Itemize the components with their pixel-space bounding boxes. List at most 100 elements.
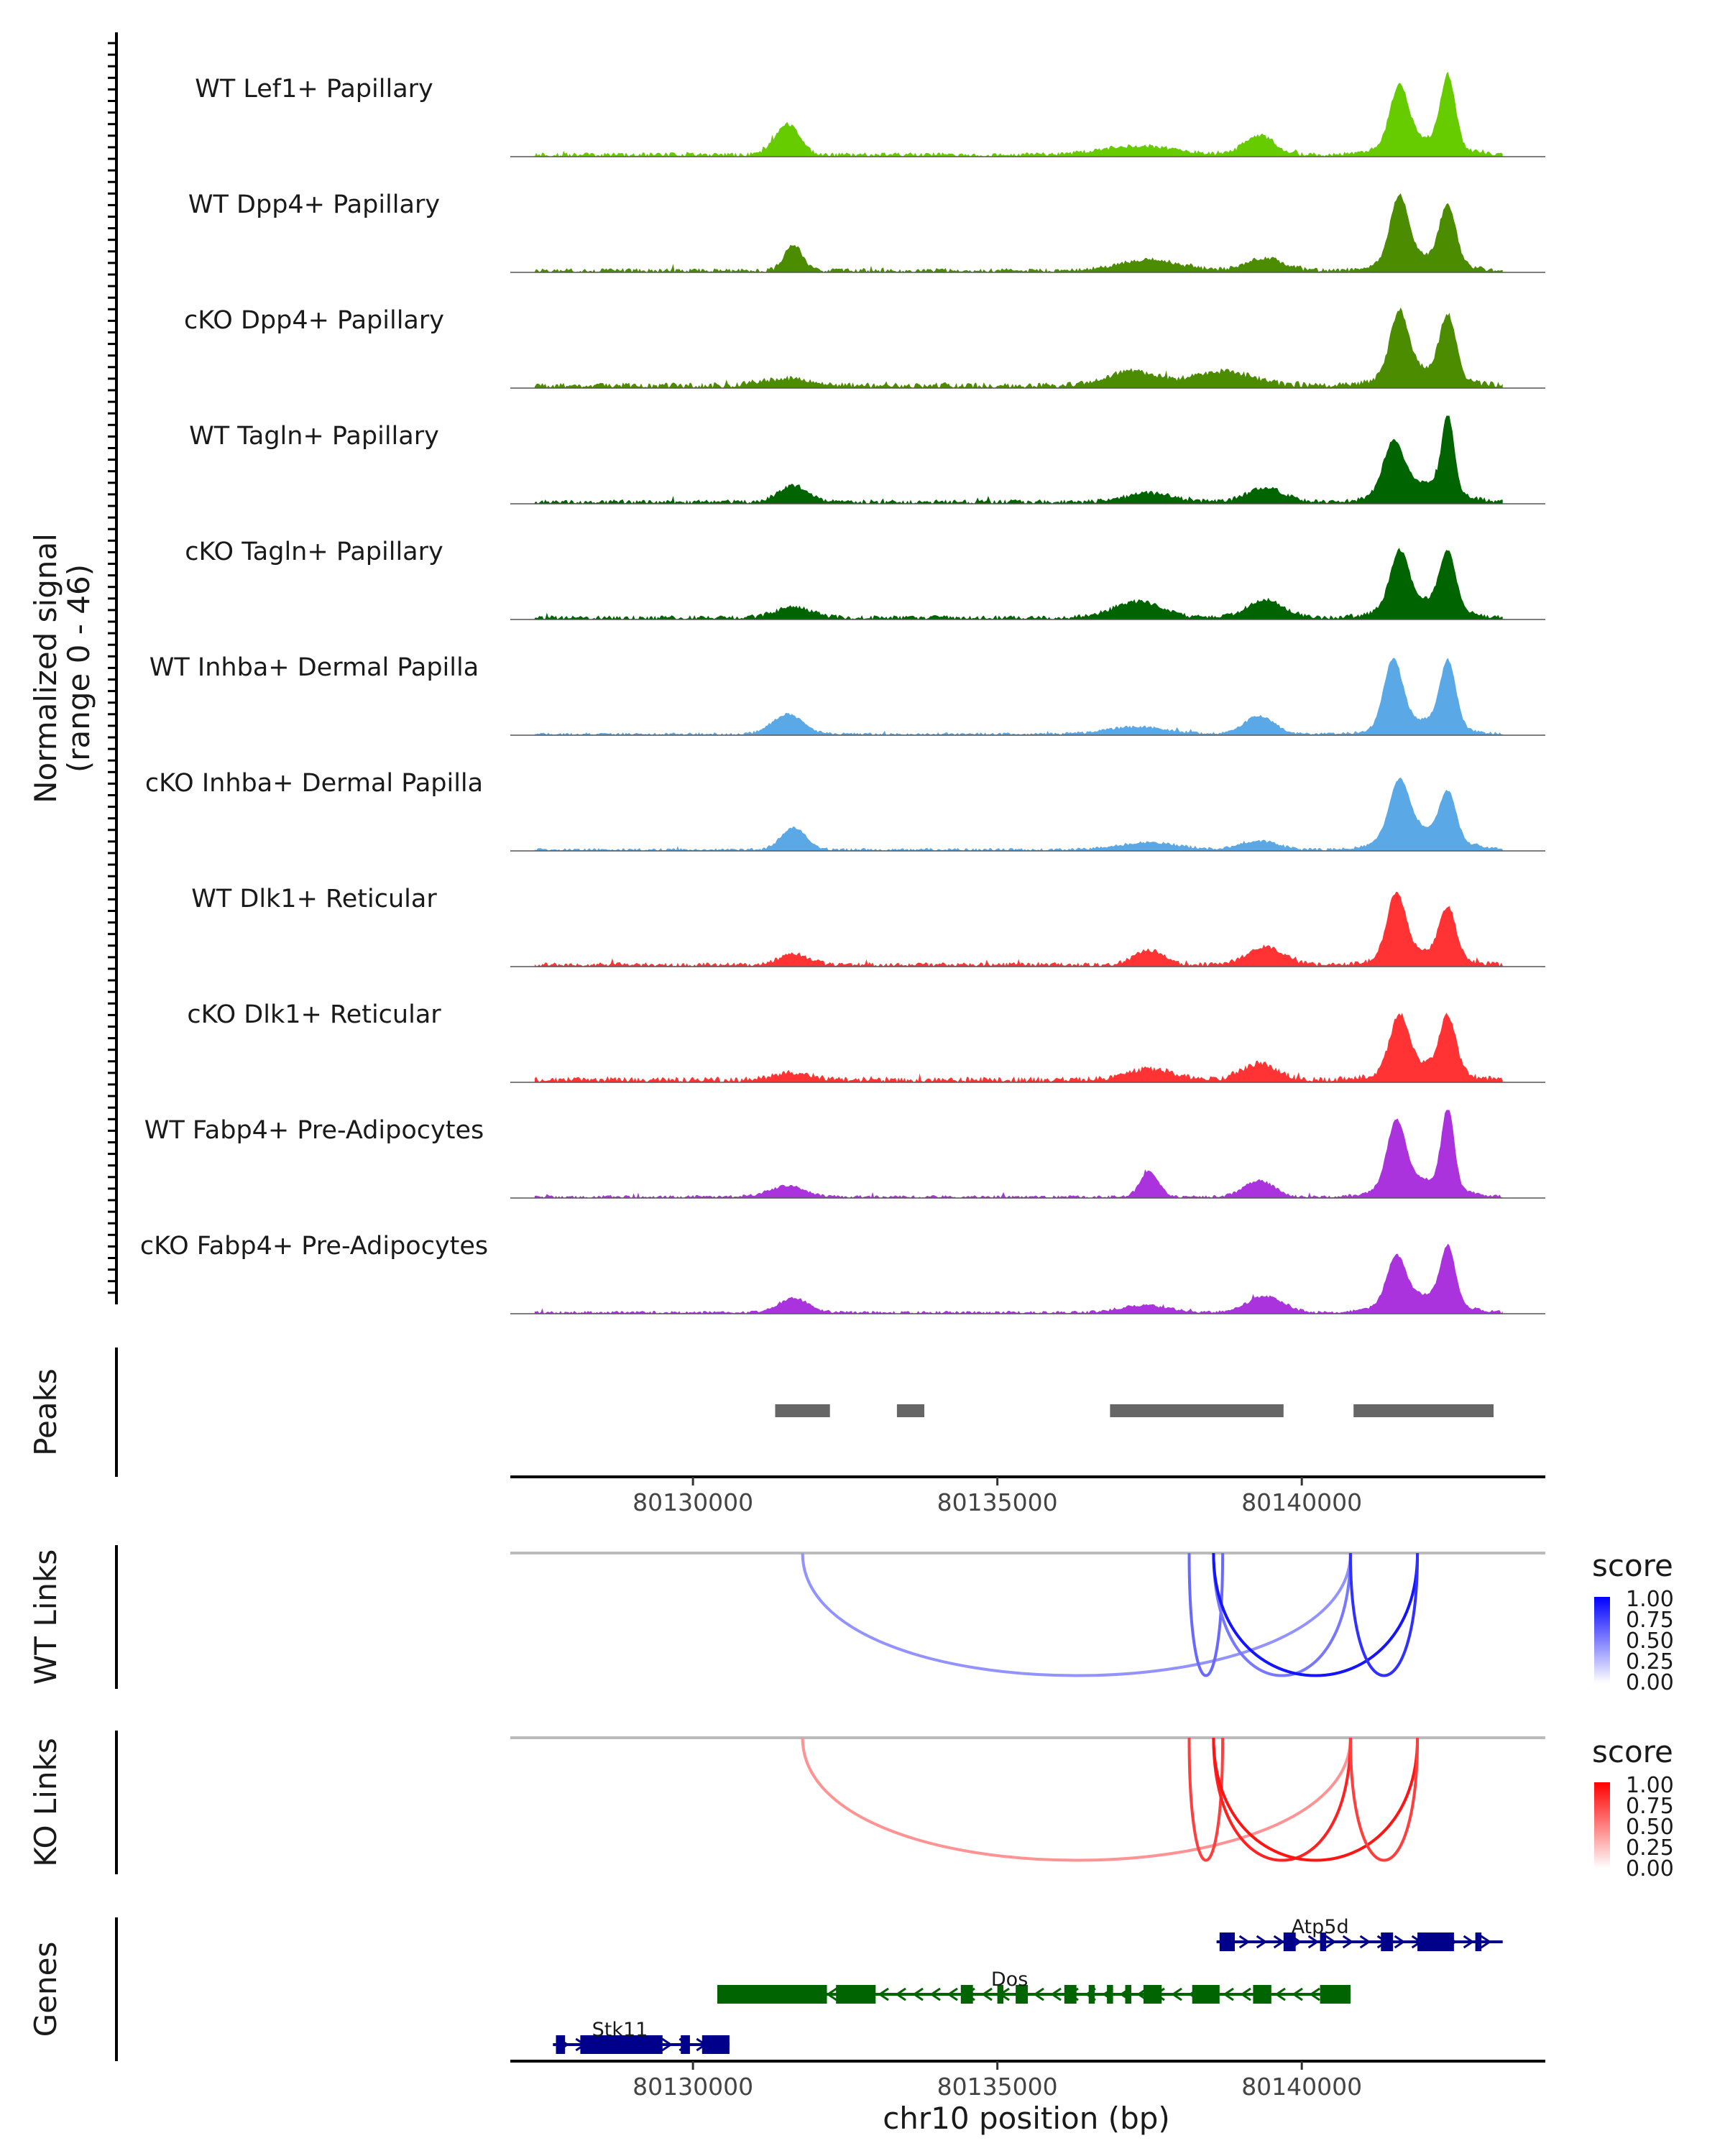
strand-arrow (1136, 1987, 1148, 2001)
gene-exon (1125, 1985, 1131, 2004)
coverage-area (534, 1013, 1503, 1082)
strand-arrow (791, 1987, 803, 2001)
link-arc (801, 1737, 1352, 1862)
gene-exon (1088, 1985, 1095, 2004)
strand-arrow (1274, 1987, 1286, 2001)
gene-models: Atp5d Dos Stk11 (553, 1916, 1503, 2054)
strand-arrow (1411, 1935, 1423, 1949)
wt-legend-tick: 0.25 (1626, 1649, 1674, 1674)
strand-arrow (678, 2037, 691, 2052)
coverage-area (534, 415, 1503, 504)
peak-region (1353, 1404, 1494, 1417)
coverage-area (534, 548, 1503, 619)
strand-arrow (878, 1987, 889, 2001)
gene-exon (1320, 1985, 1351, 2004)
strand-arrow (929, 1987, 941, 2001)
link-arc (1348, 1552, 1420, 1677)
link-arc (1212, 1552, 1352, 1677)
track-label: cKO Fabp4+ Pre-Adipocytes (140, 1232, 488, 1261)
coverage-area (534, 658, 1503, 735)
peak-region (1110, 1404, 1284, 1417)
gene-exon (1253, 1985, 1271, 2004)
strand-arrow (981, 1987, 993, 2001)
peak-region (896, 1404, 924, 1417)
link-arc (1348, 1737, 1420, 1862)
gene-exon (1417, 1932, 1454, 1951)
wt-legend-title: score (1592, 1548, 1673, 1583)
strand-arrow (1102, 1987, 1113, 2001)
coverage-areas (510, 71, 1545, 1314)
coverage-area (534, 1110, 1503, 1198)
strand-arrow (998, 1987, 1010, 2001)
strand-arrow (592, 2037, 604, 2052)
track-label: WT Inhba+ Dermal Papilla (150, 653, 479, 682)
strand-arrow (809, 1987, 820, 2001)
gene-label: Dos (991, 1968, 1028, 1991)
strand-arrow (1257, 1987, 1269, 2001)
strand-arrow (757, 1987, 768, 2001)
strand-arrow (1221, 1935, 1233, 1949)
link-arc (1187, 1552, 1225, 1677)
x-axis-bottom-tick-label: 80140000 (1241, 2073, 1362, 2101)
x-axis-tick-label: 80140000 (1241, 1488, 1362, 1516)
wt-legend-tick: 0.75 (1626, 1608, 1674, 1633)
strand-arrow (826, 1987, 837, 2001)
strand-arrow (627, 2037, 639, 2052)
wt-legend-tick: 0.50 (1626, 1628, 1674, 1654)
strand-arrow (1342, 1935, 1354, 1949)
track-label: WT Tagln+ Papillary (189, 422, 439, 451)
gene-label: Atp5d (1292, 1916, 1349, 1938)
track-label: cKO Dpp4+ Papillary (184, 306, 444, 335)
wt-legend-colorbar (1594, 1597, 1610, 1683)
strand-arrow (1050, 1987, 1062, 2001)
x-axis-bottom-tick-label: 80130000 (632, 2073, 753, 2101)
strand-arrow (1428, 1935, 1440, 1949)
x-axis-title: chr10 position (bp) (883, 2101, 1170, 2136)
ko-legend-colorbar (1594, 1782, 1610, 1869)
link-arc (1187, 1737, 1225, 1862)
link-arc (1212, 1737, 1352, 1862)
strand-arrow (1273, 1935, 1285, 1949)
wt-legend-tick: 1.00 (1626, 1587, 1674, 1612)
gene-label: Stk11 (592, 2019, 648, 2041)
strand-arrow (774, 1987, 786, 2001)
ko-legend-tick: 0.50 (1626, 1815, 1674, 1840)
link-arc (1212, 1552, 1420, 1677)
strand-arrow (1016, 1987, 1027, 2001)
ko-legend-tick: 0.25 (1626, 1835, 1674, 1861)
strand-arrow (1463, 1935, 1475, 1949)
strand-arrow (722, 1987, 734, 2001)
peak-regions (775, 1404, 1494, 1417)
ko-legend-tick: 1.00 (1626, 1773, 1674, 1798)
strand-arrow (1309, 1987, 1320, 2001)
strand-arrow (1325, 1935, 1337, 1949)
track-label: cKO Dlk1+ Reticular (187, 1000, 441, 1029)
strand-arrow (1376, 1935, 1389, 1949)
strand-arrow (1307, 1935, 1320, 1949)
strand-arrow (1290, 1935, 1302, 1949)
gene-exon (1143, 1985, 1162, 2004)
strand-arrow (1480, 1935, 1492, 1949)
coverage-y-label: Normalized signal (28, 533, 63, 803)
strand-arrow (696, 2037, 708, 2052)
x-axis-tick-label: 80135000 (937, 1488, 1058, 1516)
strand-arrow (661, 2037, 673, 2052)
peak-region (775, 1404, 830, 1417)
coverage-area (534, 1243, 1503, 1314)
strand-arrow (843, 1987, 855, 2001)
coverage-area (534, 891, 1503, 967)
gene-exon (681, 2035, 690, 2054)
ko-score-legend: score 1.00 0.75 0.50 0.25 0.00 (1592, 1734, 1674, 1881)
track-label: WT Dlk1+ Reticular (191, 885, 437, 913)
strand-arrow (1445, 1935, 1458, 1949)
gene-exon (1320, 1932, 1327, 1951)
strand-arrow (1256, 1935, 1268, 1949)
strand-arrow (1326, 1987, 1338, 2001)
strand-arrow (610, 2037, 622, 2052)
strand-arrow (1067, 1987, 1079, 2001)
track-label: cKO Inhba+ Dermal Papilla (145, 769, 483, 798)
wt-score-legend: score 1.00 0.75 0.50 0.25 0.00 (1592, 1548, 1674, 1695)
track-label: cKO Tagln+ Papillary (185, 538, 443, 566)
x-axis-tick-label: 80130000 (632, 1488, 753, 1516)
